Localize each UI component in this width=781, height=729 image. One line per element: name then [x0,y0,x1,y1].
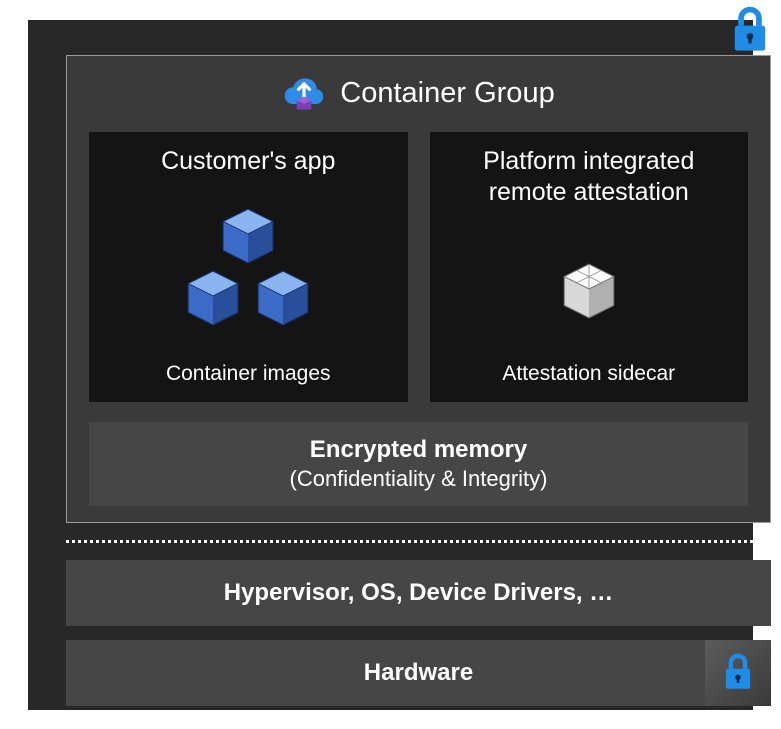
lock-icon [720,653,756,693]
attestation-sidecar-icon [442,209,737,363]
hypervisor-label: Hypervisor, OS, Device Drivers, … [224,579,614,607]
hardware-layer: Hardware [66,640,771,706]
cube-icon [252,267,314,329]
lock-icon [727,6,773,56]
cube-icon [182,267,244,329]
hypervisor-layer: Hypervisor, OS, Device Drivers, … [66,560,771,626]
panel-caption: Attestation sidecar [502,362,675,386]
cube-icon [217,205,279,267]
panel-attestation: Platform integrated remote attestation A… [430,132,749,402]
panel-title: Platform integrated remote attestation [442,146,737,209]
panel-title: Customer's app [161,146,335,177]
encrypted-memory-box: Encrypted memory (Confidentiality & Inte… [89,422,748,506]
panel-caption: Container images [166,362,331,386]
container-images-icon-group [101,177,396,362]
dotted-divider [66,540,771,543]
container-group-header: Container Group [67,56,770,132]
panels-row: Customer's app [67,132,770,402]
cloud-upload-icon [282,72,326,114]
container-group-title: Container Group [340,77,554,110]
hardware-label: Hardware [364,659,473,687]
hardware-lock-badge [705,640,771,706]
diagram-canvas: Container Group Customer's app [28,20,753,710]
container-group-box: Container Group Customer's app [66,55,771,523]
encrypted-memory-title: Encrypted memory [310,436,527,464]
encrypted-memory-subtitle: (Confidentiality & Integrity) [290,466,548,492]
panel-customer-app: Customer's app [89,132,408,402]
